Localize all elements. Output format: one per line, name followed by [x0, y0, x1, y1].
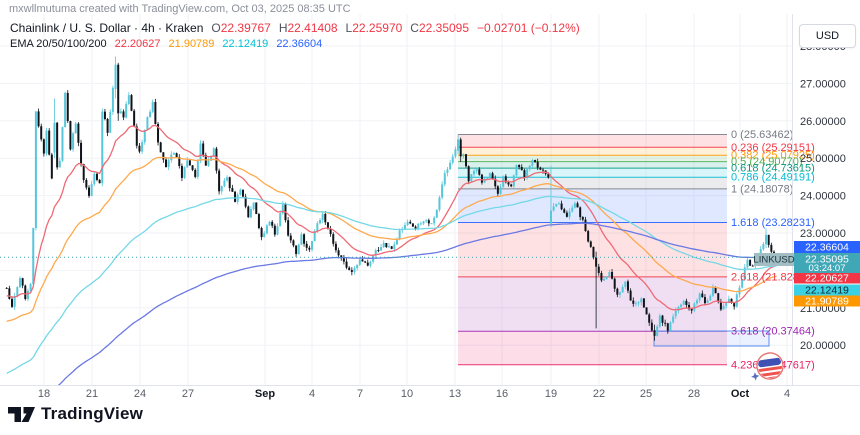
- ohlc-high: H22.41408: [278, 21, 338, 35]
- fib-level-label: 0 (25.63462): [731, 129, 793, 141]
- ohlc-low: L22.25970: [345, 21, 403, 35]
- fib-band: [458, 134, 727, 148]
- fib-level-label: 0.236 (25.29151): [731, 142, 815, 154]
- tradingview-logo-icon: [8, 406, 35, 422]
- svg-text:22.35095: 22.35095: [805, 254, 849, 266]
- svg-text:LINKUSD: LINKUSD: [753, 255, 794, 266]
- time-tick-label: 13: [449, 388, 461, 400]
- change-value: −0.02701 (−0.12%): [477, 21, 580, 35]
- fib-band: [458, 331, 727, 365]
- time-tick-label: 16: [496, 388, 508, 400]
- sparkle-icon: [751, 372, 760, 381]
- time-tick-label: 18: [38, 388, 50, 400]
- tradingview-logo[interactable]: TradingView: [8, 404, 143, 424]
- time-tick-label: 28: [688, 388, 700, 400]
- fib-level-label: 1 (24.18078): [731, 183, 793, 195]
- ohlc-close: C22.35095: [410, 21, 470, 35]
- fib-band: [458, 168, 727, 178]
- ema-50-line: [6, 156, 777, 323]
- ema-100-badge: 22.12419: [794, 284, 860, 297]
- time-tick-label: 24: [134, 388, 146, 400]
- fib-level-label: 2.618 (21.82848): [731, 271, 815, 283]
- watermark: mxwllmutuma created with TradingView.com…: [9, 3, 351, 15]
- ema-50-badge: 21.90789: [794, 295, 860, 308]
- fib-level-label: 3.618 (20.37464): [731, 326, 815, 338]
- bar-countdown: 03:24:07: [809, 263, 846, 274]
- ema-row: EMA 20/50/100/200 22.20627 21.90789 22.1241…: [10, 37, 580, 52]
- fib-retracement-drawing[interactable]: [458, 133, 727, 366]
- ema-20-badge: 22.20627: [794, 272, 860, 285]
- legend: Chainlink / U. S. Dollar · 4h · Kraken O2…: [10, 21, 580, 52]
- fib-level-label: 0.618 (24.73615): [731, 163, 815, 175]
- time-tick-label: Oct: [731, 388, 750, 400]
- time-tick-label: 4: [784, 388, 790, 400]
- fib-band: [458, 276, 727, 332]
- ohlc-open: O22.39767: [211, 21, 271, 35]
- symbol-title[interactable]: Chainlink / U. S. Dollar · 4h · Kraken: [10, 21, 204, 35]
- ema-50-value: 21.90789: [168, 38, 215, 50]
- price-tick-label: 23.00000: [800, 228, 846, 240]
- tradingview-logo-text: TradingView: [41, 404, 144, 423]
- svg-text:22.12419: 22.12419: [805, 285, 849, 297]
- fib-band: [458, 155, 727, 162]
- svg-text:22.20627: 22.20627: [805, 273, 849, 285]
- fib-level-label: 0.786 (24.49191): [731, 172, 815, 184]
- time-tick-label: 21: [86, 388, 98, 400]
- fib-level-label: 1.618 (23.28231): [731, 217, 815, 229]
- symbol-row: Chainlink / U. S. Dollar · 4h · Kraken O2…: [10, 21, 580, 36]
- svg-text:21.90789: 21.90789: [805, 296, 849, 308]
- time-tick-label: 10: [401, 388, 413, 400]
- price-tick-label: 27.00000: [800, 78, 846, 90]
- candles-layer: [5, 56, 778, 341]
- fib-band: [458, 161, 727, 169]
- price-tick-label: 26.00000: [800, 116, 846, 128]
- ema-20-value: 22.20627: [114, 38, 161, 50]
- time-tick-label: 4: [309, 388, 315, 400]
- price-tick-label: 25.00000: [800, 153, 846, 165]
- symbol-price-tag: LINKUSD: [753, 253, 795, 266]
- time-tick-label: 22: [593, 388, 605, 400]
- fib-band: [458, 188, 727, 223]
- price-tick-label: 20.00000: [800, 340, 846, 352]
- fib-level-label: 0.382 (25.07925): [731, 150, 815, 162]
- fib-band: [458, 147, 727, 156]
- rectangle-drawing[interactable]: [653, 330, 770, 347]
- currency-toggle-button[interactable]: USD: [799, 24, 856, 48]
- flag-smiley-sticker[interactable]: [748, 351, 785, 382]
- time-tick-label: 25: [640, 388, 652, 400]
- ema-20-line: [6, 124, 777, 311]
- svg-text:22.36604: 22.36604: [805, 242, 849, 254]
- time-tick-label: 27: [182, 388, 194, 400]
- ema-indicator-label[interactable]: EMA 20/50/100/200: [10, 38, 107, 50]
- price-tick-label: 24.00000: [800, 191, 846, 203]
- time-tick-label: 7: [357, 388, 363, 400]
- ema-200-line: [57, 222, 777, 385]
- fib-level-label: 0.5 (24.90770): [731, 156, 803, 168]
- ema-200-value: 22.36604: [276, 38, 323, 50]
- time-tick-label: Sep: [255, 388, 275, 400]
- ema-100-line: [6, 195, 777, 374]
- ema-100-value: 22.12419: [222, 38, 269, 50]
- ema-200-badge: 22.36604: [794, 241, 860, 254]
- time-tick-label: 19: [545, 388, 557, 400]
- fib-band: [458, 177, 727, 189]
